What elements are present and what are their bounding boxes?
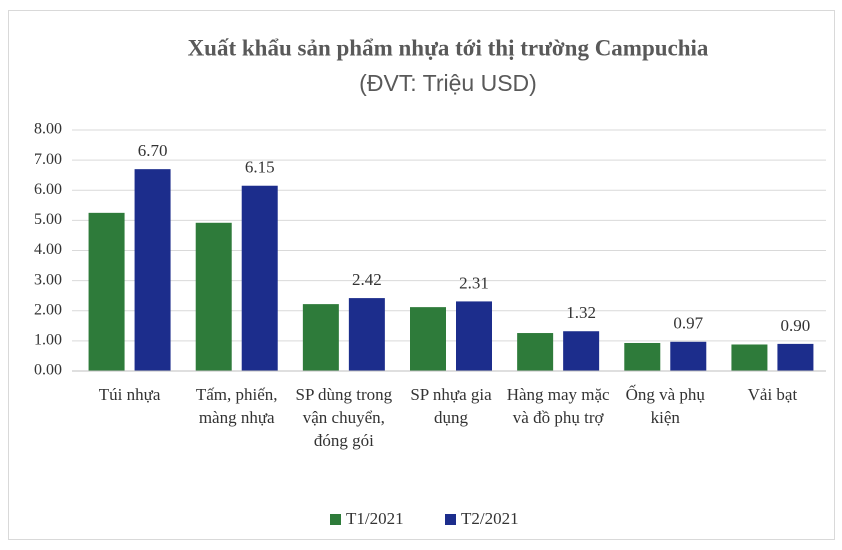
bar	[670, 341, 707, 371]
bar	[134, 169, 171, 371]
data-label: 6.70	[138, 141, 168, 160]
x-tick-label: Túi nhựa	[98, 385, 161, 404]
data-label: 0.97	[673, 314, 703, 333]
data-label: 1.32	[566, 303, 596, 322]
y-tick-label: 4.00	[34, 241, 62, 258]
y-tick-label: 0.00	[34, 362, 62, 379]
bar	[302, 304, 339, 371]
bar	[241, 185, 278, 371]
legend-swatch	[330, 514, 341, 525]
chart-subtitle: (ĐVT: Triệu USD)	[359, 70, 537, 96]
x-tick-label: Hàng may mặc và đồ phụ trợ	[506, 385, 610, 427]
bar	[410, 307, 446, 371]
y-tick-label: 3.00	[34, 271, 62, 288]
bar	[195, 222, 232, 371]
legend-label: T1/2021	[346, 509, 404, 528]
bar	[456, 301, 492, 371]
x-tick-label: SP dùng trong vận chuyển, đóng gói	[295, 385, 393, 450]
y-tick-label: 2.00	[34, 301, 62, 318]
chart-title: Xuất khẩu sản phẩm nhựa tới thị trường C…	[188, 35, 709, 60]
y-tick-label: 6.00	[34, 181, 62, 198]
legend-swatch	[445, 514, 456, 525]
x-tick-label: SP nhựa gia dụng	[410, 385, 492, 427]
y-tick-label: 7.00	[34, 151, 62, 168]
y-tick-label: 5.00	[34, 211, 62, 228]
y-tick-label: 1.00	[34, 332, 62, 349]
y-tick-label: 8.00	[34, 121, 62, 138]
x-tick-label: Ống và phụ kiện	[625, 385, 705, 427]
bar	[517, 333, 554, 371]
data-label: 2.42	[352, 270, 382, 289]
x-tick-label: Tấm, phiến, màng nhựa	[195, 385, 278, 427]
bar	[624, 342, 661, 371]
legend-label: T2/2021	[461, 509, 519, 528]
x-tick-label: Vải bạt	[747, 385, 798, 404]
bar	[777, 343, 814, 371]
data-label: 0.90	[781, 316, 811, 335]
data-label: 6.15	[245, 158, 275, 177]
bar	[88, 212, 125, 371]
bar	[348, 298, 385, 371]
data-label: 2.31	[459, 273, 489, 292]
bar	[731, 344, 768, 371]
bar	[563, 331, 600, 371]
